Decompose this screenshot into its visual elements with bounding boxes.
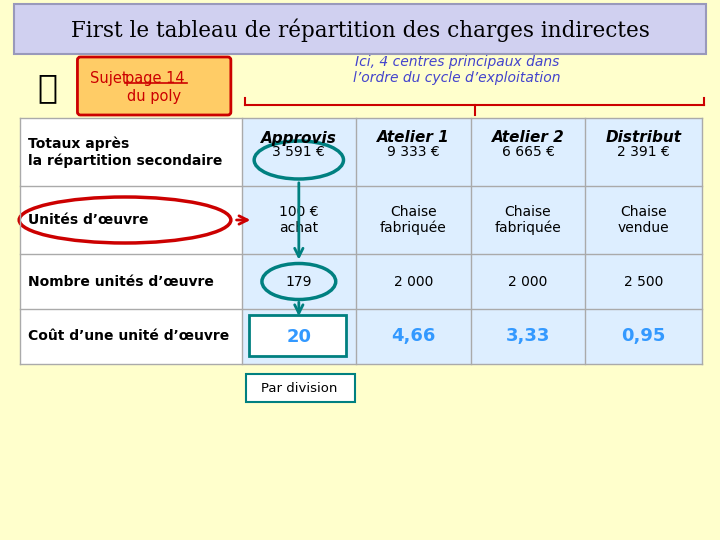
Text: 3 591 €: 3 591 €: [272, 145, 325, 159]
Text: 2 391 €: 2 391 €: [617, 145, 670, 159]
Text: 3,33: 3,33: [505, 327, 550, 346]
FancyBboxPatch shape: [249, 315, 346, 356]
Text: First le tableau de répartition des charges indirectes: First le tableau de répartition des char…: [71, 18, 649, 42]
Text: Atelier 1: Atelier 1: [377, 131, 450, 145]
Text: Ici, 4 centres principaux dans
l’ordre du cycle d’exploitation: Ici, 4 centres principaux dans l’ordre d…: [354, 55, 561, 85]
Text: du poly: du poly: [127, 90, 181, 105]
Text: page 14: page 14: [125, 71, 184, 85]
Text: Totaux après
la répartition secondaire: Totaux après la répartition secondaire: [28, 137, 222, 167]
Text: Chaise
vendue: Chaise vendue: [618, 205, 670, 235]
Text: Atelier 2: Atelier 2: [492, 131, 564, 145]
Text: 100 €
achat: 100 € achat: [279, 205, 318, 235]
Text: Par division: Par division: [261, 381, 337, 395]
Text: 2 000: 2 000: [508, 274, 548, 288]
Text: Unités d’œuvre: Unités d’œuvre: [28, 213, 148, 227]
Text: Chaise
fabriquée: Chaise fabriquée: [380, 205, 447, 235]
Text: 179: 179: [286, 274, 312, 288]
FancyBboxPatch shape: [20, 118, 241, 364]
Text: 9 333 €: 9 333 €: [387, 145, 440, 159]
FancyBboxPatch shape: [78, 57, 231, 115]
Text: Coût d’une unité d’œuvre: Coût d’une unité d’œuvre: [28, 329, 229, 343]
Text: 6 665 €: 6 665 €: [502, 145, 554, 159]
Text: 4,66: 4,66: [391, 327, 436, 346]
Text: Sujet: Sujet: [90, 71, 132, 85]
Text: Distribut: Distribut: [606, 131, 682, 145]
Text: 2 500: 2 500: [624, 274, 663, 288]
Text: Chaise
fabriquée: Chaise fabriquée: [495, 205, 562, 235]
Text: 20: 20: [287, 327, 311, 346]
Text: Approvis: Approvis: [261, 131, 337, 145]
Text: Nombre unités d’œuvre: Nombre unités d’œuvre: [28, 274, 214, 288]
Text: 0,95: 0,95: [621, 327, 666, 346]
Text: 2 000: 2 000: [394, 274, 433, 288]
FancyBboxPatch shape: [246, 374, 355, 402]
FancyBboxPatch shape: [14, 4, 706, 54]
Text: 👤: 👤: [37, 71, 58, 105]
FancyBboxPatch shape: [241, 118, 702, 364]
